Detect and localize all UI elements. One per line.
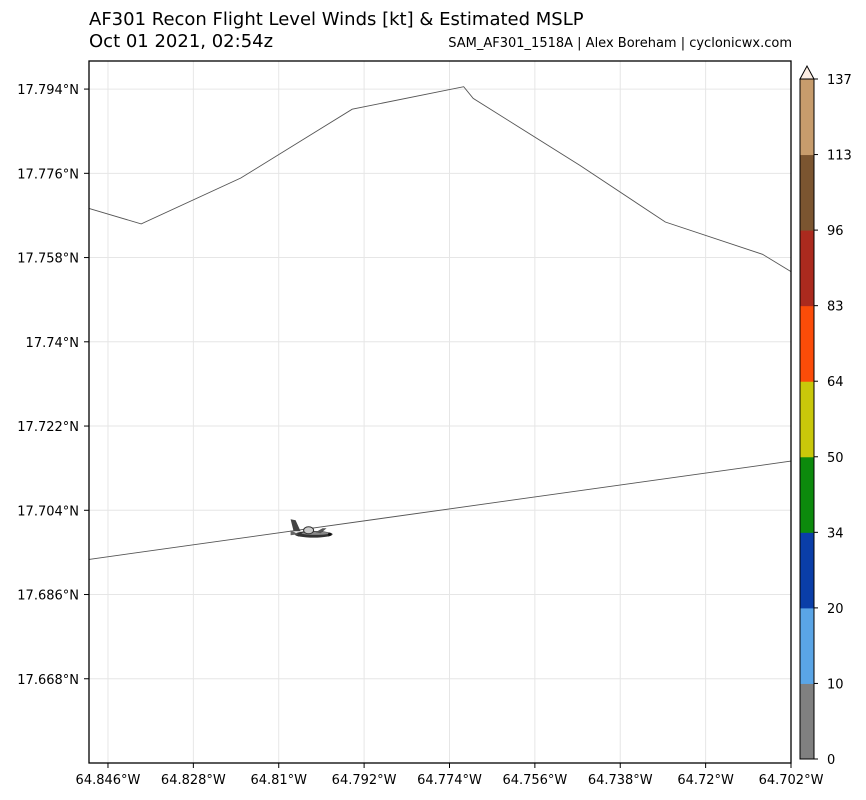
lat-tick-label: 17.668°N (17, 673, 79, 688)
colorbar-segment (800, 230, 814, 307)
colorbar-segment (800, 532, 814, 609)
colorbar-tick-label: 34 (827, 526, 844, 541)
flight-track (88, 460, 792, 560)
lon-tick-label: 64.774°W (417, 773, 482, 788)
latitude-axis: 17.794°N 17.776°N 17.758°N 17.74°N 17.722°N 1… (17, 83, 89, 688)
lon-tick-label: 64.72°W (677, 773, 734, 788)
airplane-icon (290, 519, 333, 538)
map-plot-area (88, 60, 792, 764)
lon-tick-label: 64.828°W (161, 773, 226, 788)
lon-tick-label: 64.738°W (588, 773, 653, 788)
lon-tick-label: 64.846°W (76, 773, 141, 788)
map-features (88, 86, 792, 560)
colorbar-tick-label: 96 (827, 224, 844, 239)
lat-tick-label: 17.686°N (17, 589, 79, 604)
colorbar-tick-label: 83 (827, 300, 844, 315)
lat-tick-label: 17.704°N (17, 504, 79, 519)
lat-tick-label: 17.722°N (17, 420, 79, 435)
colorbar-frame (799, 78, 815, 760)
colorbar-tick-label: 10 (827, 677, 844, 692)
colorbar-segment (800, 683, 814, 760)
colorbar-segment (800, 607, 814, 684)
colorbar-tick-label: 64 (827, 375, 844, 390)
colorbar-tick-label: 0 (827, 753, 835, 768)
colorbar-tick-label: 137 (827, 73, 852, 88)
map-background (89, 61, 791, 763)
chart-title: AF301 Recon Flight Level Winds [kt] & Es… (89, 9, 584, 30)
lat-tick-label: 17.74°N (26, 336, 79, 351)
credit-text: SAM_AF301_1518A | Alex Boreham | cycloni… (448, 36, 792, 51)
colorbar-segment (800, 79, 814, 156)
lat-tick-label: 17.794°N (17, 83, 79, 98)
colorbar-segment (800, 305, 814, 382)
chart-subtitle: Oct 01 2021, 02:54z (89, 31, 274, 52)
colorbar-extend-arrow (799, 64, 815, 80)
colorbar-tick-label: 113 (827, 149, 852, 164)
longitude-axis: 64.846°W 64.828°W 64.81°W 64.792°W 64.774°W 6… (76, 763, 824, 788)
colorbar-tick-label: 50 (827, 451, 844, 466)
lon-tick-label: 64.81°W (250, 773, 307, 788)
wind-speed-colorbar: 0 10 20 34 50 64 83 96 113 137 (799, 64, 852, 768)
coastline (88, 86, 792, 272)
lat-tick-label: 17.758°N (17, 252, 79, 267)
lat-tick-label: 17.776°N (17, 167, 79, 182)
map-frame (88, 60, 792, 764)
lon-tick-label: 64.702°W (759, 773, 824, 788)
lon-tick-label: 64.756°W (502, 773, 567, 788)
colorbar-segment (800, 381, 814, 458)
colorbar-segment (800, 456, 814, 533)
colorbar-tick-label: 20 (827, 602, 844, 617)
lon-tick-label: 64.792°W (332, 773, 397, 788)
colorbar-segment (800, 154, 814, 231)
